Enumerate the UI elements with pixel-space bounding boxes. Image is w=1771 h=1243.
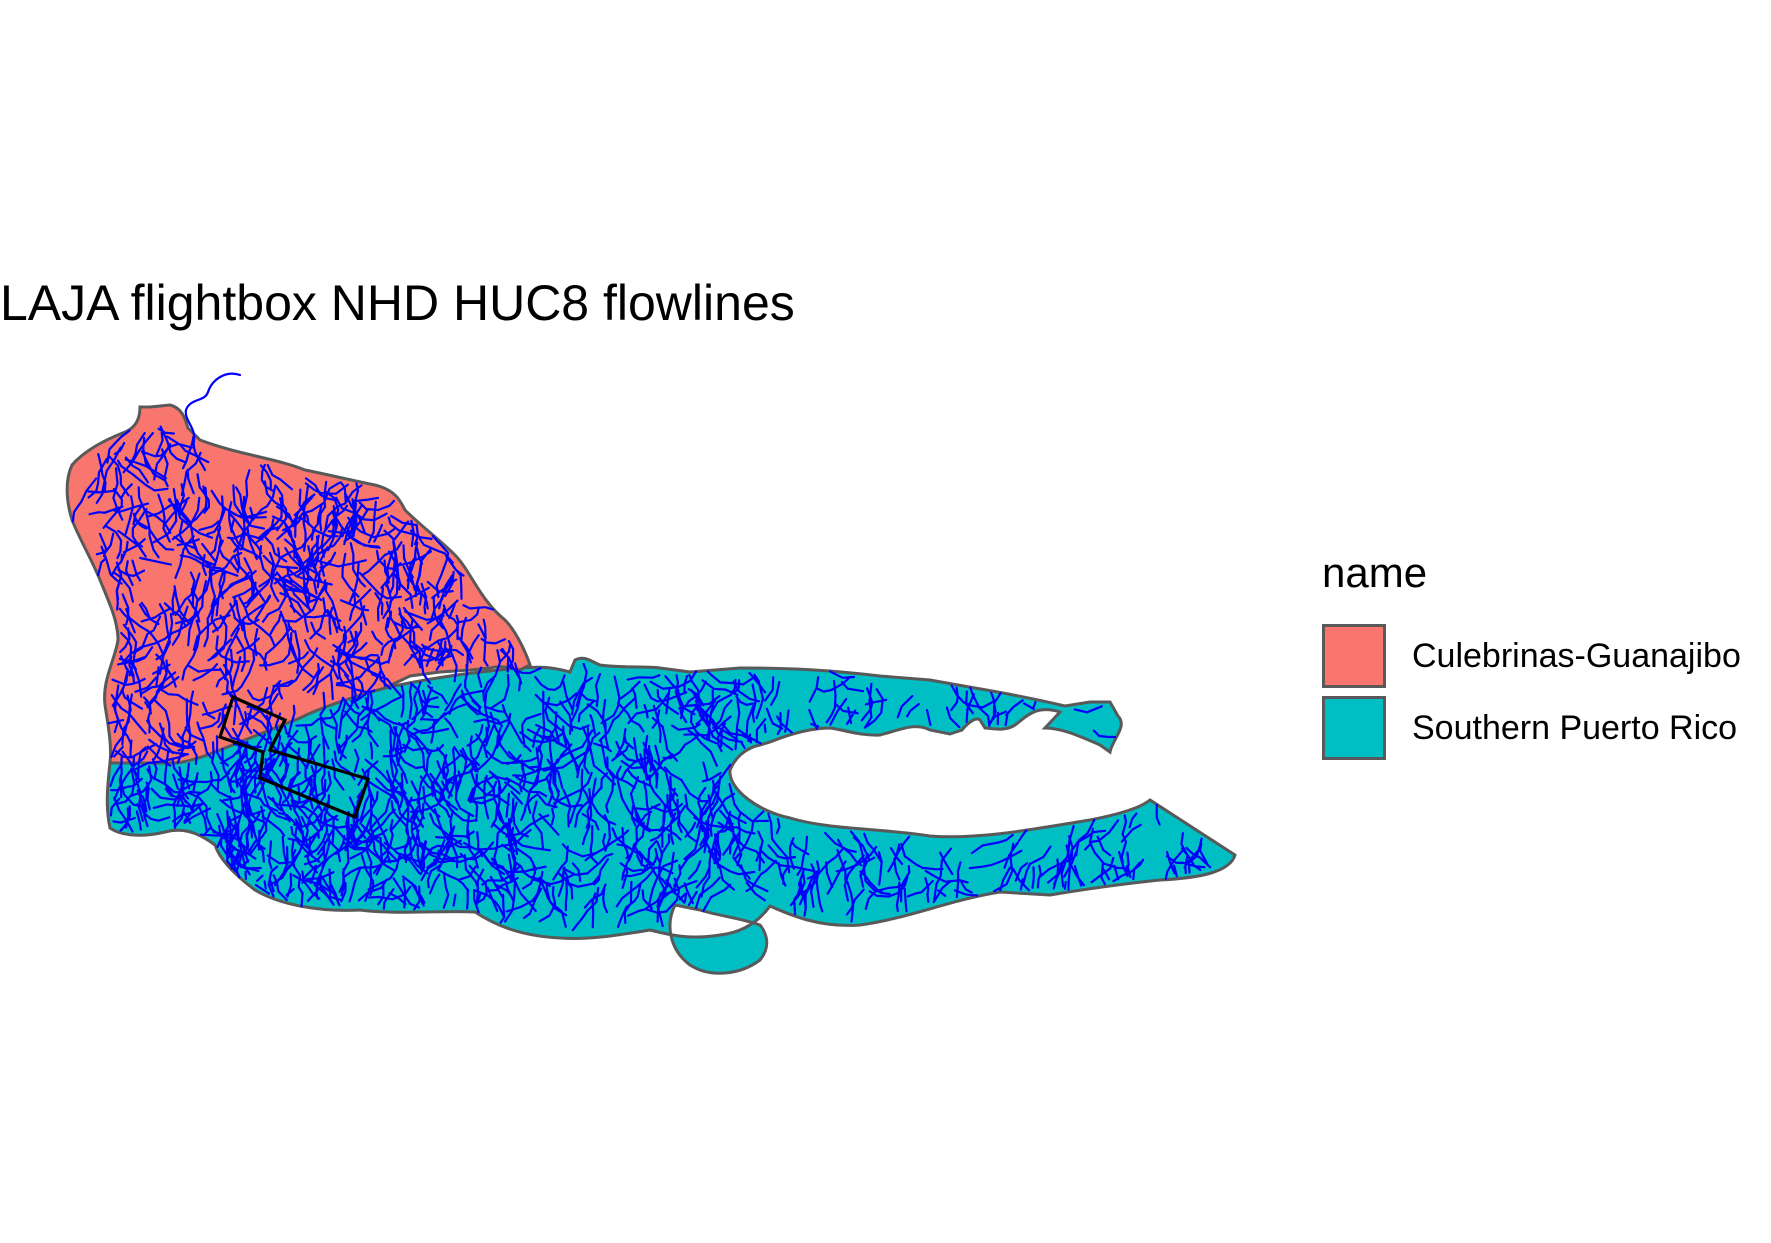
legend-title: name xyxy=(1322,549,1428,596)
flowline-network xyxy=(71,372,1212,932)
flightbox-outline xyxy=(217,694,371,820)
flowlines xyxy=(71,372,1212,932)
legend-item-southern-puerto-rico: Southern Puerto Rico xyxy=(1322,692,1741,764)
legend-key-culebrinas-guanajibo xyxy=(1322,624,1386,688)
legend: name Culebrinas-Guanajibo Southern Puert… xyxy=(1322,552,1741,764)
legend-key-southern-puerto-rico xyxy=(1322,696,1386,760)
legend-label: Culebrinas-Guanajibo xyxy=(1412,636,1741,675)
legend-label: Southern Puerto Rico xyxy=(1412,708,1738,747)
map-title: LAJA flightbox NHD HUC8 flowlines xyxy=(0,275,795,331)
legend-item-culebrinas-guanajibo: Culebrinas-Guanajibo xyxy=(1322,620,1741,692)
